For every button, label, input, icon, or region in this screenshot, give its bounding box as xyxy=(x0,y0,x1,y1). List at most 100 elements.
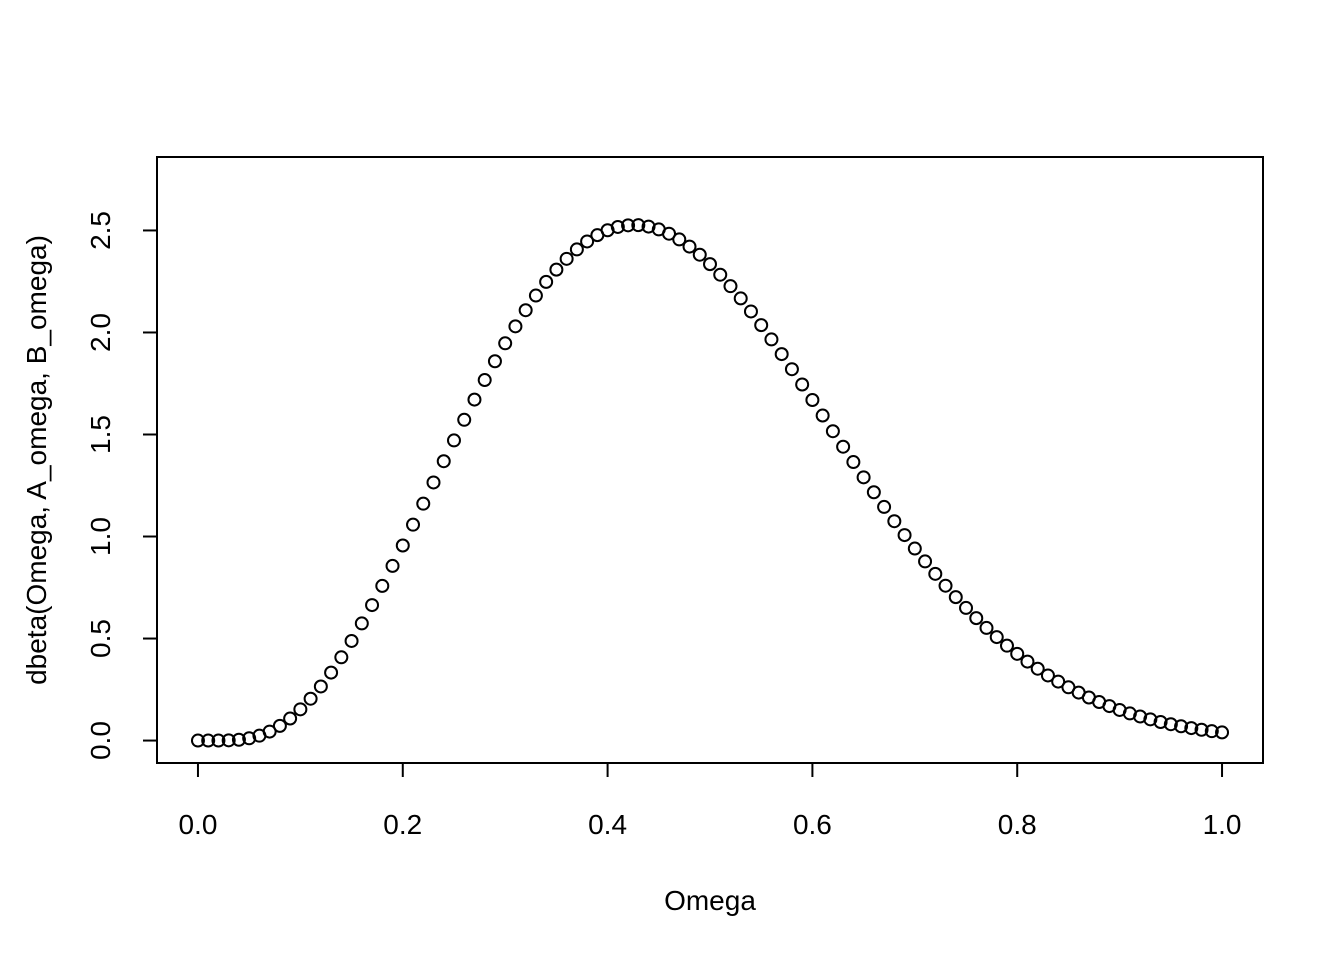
data-point xyxy=(672,232,687,247)
data-point xyxy=(918,554,933,569)
data-point xyxy=(631,218,646,233)
data-point xyxy=(272,718,287,733)
data-point xyxy=(436,454,451,469)
data-point xyxy=(395,538,410,553)
data-point xyxy=(1143,712,1158,727)
data-point xyxy=(569,242,584,257)
data-point xyxy=(907,541,922,556)
y-tick-label: 1.0 xyxy=(85,517,116,556)
data-point xyxy=(406,517,421,532)
data-point xyxy=(559,251,574,266)
data-point xyxy=(580,234,595,249)
data-point xyxy=(682,239,697,254)
data-point xyxy=(887,514,902,529)
data-point xyxy=(467,392,482,407)
y-tick-label: 2.5 xyxy=(85,211,116,250)
data-point xyxy=(498,336,513,351)
data-point xyxy=(446,433,461,448)
data-point xyxy=(477,373,492,388)
data-point xyxy=(969,611,984,626)
plot-frame xyxy=(156,156,1264,764)
data-point xyxy=(1184,721,1199,736)
data-point xyxy=(866,485,881,500)
data-point xyxy=(549,262,564,277)
data-point xyxy=(989,630,1004,645)
data-point xyxy=(324,665,339,680)
data-point xyxy=(201,733,216,748)
data-point xyxy=(211,733,226,748)
data-point xyxy=(877,499,892,514)
data-point xyxy=(1040,668,1055,683)
data-point xyxy=(1153,714,1168,729)
data-point xyxy=(385,558,400,573)
data-point xyxy=(774,347,789,362)
data-point xyxy=(457,412,472,427)
data-point xyxy=(1204,724,1219,739)
data-point xyxy=(334,650,349,665)
data-point xyxy=(938,578,953,593)
x-tick-label: 0.8 xyxy=(998,809,1037,840)
data-point xyxy=(303,691,318,706)
data-point xyxy=(518,303,533,318)
y-tick-label: 0.5 xyxy=(85,619,116,658)
data-point xyxy=(754,318,769,333)
data-point xyxy=(283,711,298,726)
data-point xyxy=(293,702,308,717)
data-point xyxy=(365,598,380,613)
data-point xyxy=(815,408,830,423)
data-point xyxy=(979,620,994,635)
x-tick-label: 0.6 xyxy=(793,809,832,840)
data-point xyxy=(692,247,707,262)
data-point xyxy=(190,733,205,748)
data-point xyxy=(825,424,840,439)
data-point xyxy=(344,633,359,648)
data-point xyxy=(426,475,441,490)
data-point xyxy=(242,731,257,746)
data-point xyxy=(662,226,677,241)
data-point xyxy=(703,257,717,272)
data-point xyxy=(743,304,758,319)
data-point xyxy=(262,724,277,739)
x-tick-label: 0.2 xyxy=(383,809,422,840)
y-tick-label: 0.0 xyxy=(85,721,116,760)
data-point xyxy=(713,267,728,282)
x-axis-ticks: 0.0 0.2 0.4 0.6 0.8 1.0 xyxy=(178,763,1242,840)
data-point xyxy=(1163,717,1178,732)
data-point xyxy=(1194,722,1209,737)
x-tick-label: 1.0 xyxy=(1203,809,1242,840)
data-point xyxy=(621,218,636,233)
data-point xyxy=(354,616,369,631)
data-point xyxy=(487,354,502,369)
y-axis-ticks: 0.0 0.5 1.0 1.5 2.0 2.5 xyxy=(85,211,157,760)
data-point xyxy=(856,470,871,485)
data-point xyxy=(723,279,738,294)
x-tick-label: 0.4 xyxy=(588,809,627,840)
data-point xyxy=(795,377,810,392)
data-point xyxy=(999,638,1014,653)
data-point xyxy=(1010,646,1025,661)
data-point xyxy=(313,679,328,694)
data-point xyxy=(1020,654,1035,669)
data-point xyxy=(784,362,799,377)
data-point xyxy=(959,600,974,615)
data-point xyxy=(1174,719,1189,734)
data-point xyxy=(610,219,625,234)
x-tick-label: 0.0 xyxy=(178,809,217,840)
data-point xyxy=(508,319,523,334)
data-point xyxy=(805,393,820,408)
y-tick-label: 2.0 xyxy=(85,313,116,352)
data-point xyxy=(416,496,431,511)
data-point xyxy=(528,288,543,303)
data-point xyxy=(928,566,943,581)
data-points xyxy=(190,218,1230,748)
x-axis-title: Omega xyxy=(664,885,756,916)
data-point xyxy=(733,291,748,306)
data-point xyxy=(231,732,246,747)
data-point xyxy=(836,439,851,454)
data-point xyxy=(764,332,779,347)
data-point xyxy=(375,578,390,593)
data-point xyxy=(948,590,963,605)
data-point xyxy=(1051,674,1066,689)
data-point xyxy=(1215,725,1230,740)
